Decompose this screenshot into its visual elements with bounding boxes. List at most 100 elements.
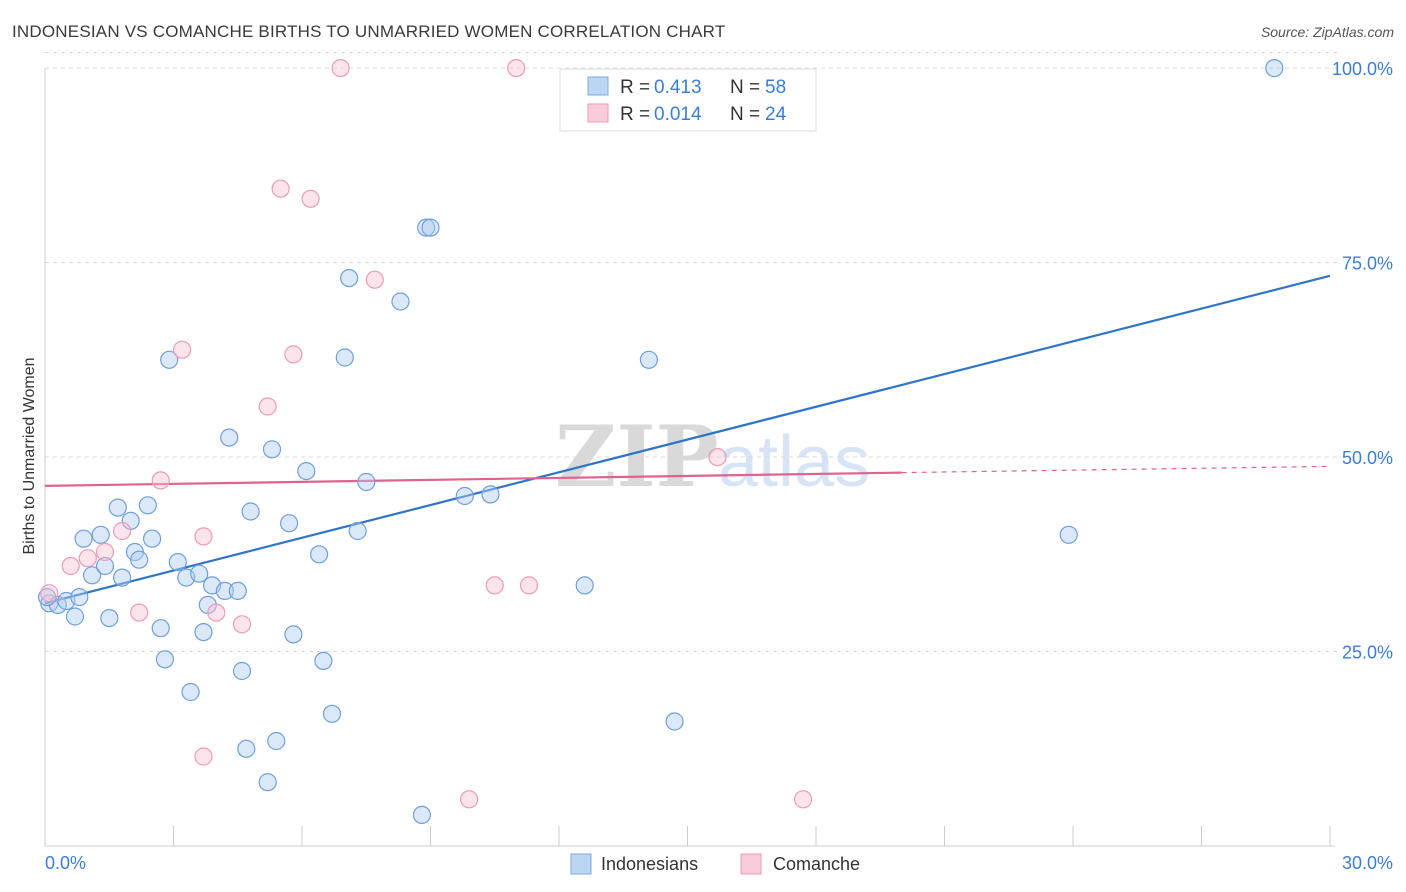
y-tick-label: 75.0% (1342, 254, 1393, 274)
point-indonesians (181, 682, 200, 702)
point-indonesians (108, 498, 127, 517)
legend-swatch-comanche (587, 103, 609, 123)
point-comanche (207, 603, 226, 622)
point-indonesians (481, 485, 500, 504)
point-comanche (301, 189, 320, 208)
point-indonesians (194, 622, 213, 642)
point-indonesians (421, 218, 440, 237)
point-indonesians (310, 545, 329, 564)
trend-line-comanche-extension (901, 465, 1331, 474)
point-indonesians (412, 805, 431, 825)
point-indonesians (190, 564, 209, 583)
chart-title: INDONESIAN VS COMANCHE BIRTHS TO UNMARRI… (12, 22, 726, 41)
point-indonesians (155, 650, 174, 669)
stats-legend: R = 0.413 N = 58 R = 0.014 N = 24 (559, 68, 817, 132)
point-indonesians (314, 651, 333, 671)
point-comanche (519, 576, 539, 595)
series-legend: Indonesians Comanche (570, 853, 860, 875)
bottom-legend-swatch-comanche (740, 853, 762, 875)
point-indonesians (91, 525, 110, 544)
bottom-legend-label-comanche: Comanche (773, 854, 860, 874)
point-indonesians (143, 529, 162, 548)
point-indonesians (357, 472, 376, 492)
legend-swatch-indonesians (587, 76, 609, 96)
point-indonesians (335, 348, 354, 367)
y-tick-label: 100.0% (1332, 59, 1393, 79)
point-indonesians (168, 552, 187, 572)
point-indonesians (1059, 525, 1078, 544)
axes (44, 68, 1335, 847)
point-indonesians (151, 619, 170, 638)
legend-n-label-2: N = (730, 104, 760, 125)
legend-r-label-1: R = (620, 77, 650, 98)
point-indonesians (280, 514, 299, 533)
bottom-legend-swatch-indonesians (570, 853, 592, 875)
point-indonesians (160, 350, 179, 369)
point-comanche (194, 527, 213, 546)
legend-r-value-1: 0.413 (654, 77, 702, 98)
point-indonesians (82, 566, 102, 585)
point-indonesians (284, 625, 303, 644)
source-credit: Source: ZipAtlas.com (1260, 24, 1394, 40)
point-comanche (271, 179, 290, 198)
bottom-legend-label-indonesians: Indonesians (601, 854, 698, 874)
watermark: ZIP atlas (555, 407, 870, 506)
point-comanche (284, 345, 303, 364)
point-comanche (708, 448, 727, 467)
x-tick-label: 0.0% (45, 853, 86, 873)
point-indonesians (1265, 58, 1284, 78)
legend-n-value-1: 58 (765, 77, 786, 98)
point-indonesians (215, 581, 234, 601)
point-indonesians (455, 486, 474, 506)
point-indonesians (237, 739, 256, 758)
point-indonesians (575, 576, 594, 595)
y-axis-label: Births to Unmarried Women (21, 357, 38, 554)
point-comanche (793, 790, 813, 809)
point-indonesians (297, 462, 316, 481)
point-indonesians (267, 731, 286, 751)
point-indonesians (232, 661, 252, 681)
point-indonesians (241, 502, 260, 521)
point-indonesians (665, 712, 684, 731)
tick-labels: 25.0% 50.0% 75.0% 100.0% 0.0% 30.0% (45, 59, 1393, 873)
point-indonesians (340, 269, 359, 288)
point-comanche (331, 58, 350, 78)
point-indonesians (65, 607, 85, 626)
point-indonesians (95, 556, 115, 576)
point-comanche (460, 790, 479, 809)
point-indonesians (262, 440, 282, 459)
point-comanche (95, 542, 115, 562)
point-comanche (40, 584, 59, 603)
trend-lines (44, 274, 1331, 605)
point-indonesians (70, 587, 89, 607)
point-comanche (112, 521, 132, 541)
legend-n-value-2: 24 (765, 104, 787, 125)
point-indonesians (639, 350, 659, 369)
trend-line-indonesians (44, 274, 1331, 605)
point-indonesians (138, 496, 157, 515)
point-comanche (130, 603, 149, 622)
point-comanche (194, 747, 213, 766)
point-indonesians (100, 608, 119, 628)
point-comanche (173, 340, 192, 359)
legend-r-value-2: 0.014 (654, 104, 702, 125)
point-indonesians (391, 292, 410, 311)
watermark-zip: ZIP (555, 407, 719, 506)
point-indonesians (74, 529, 93, 548)
point-indonesians (258, 773, 277, 792)
point-comanche (485, 576, 504, 595)
data-points (37, 58, 1284, 825)
point-comanche (61, 556, 80, 576)
trend-line-comanche (44, 471, 902, 487)
legend-r-label-2: R = (620, 104, 650, 125)
point-comanche (78, 549, 97, 568)
point-comanche (151, 471, 170, 490)
point-comanche (258, 397, 277, 416)
y-tick-label: 25.0% (1342, 643, 1393, 663)
x-tick-label: 30.0% (1342, 853, 1393, 873)
y-tick-label: 50.0% (1342, 448, 1393, 468)
watermark-atlas: atlas (718, 422, 870, 502)
point-comanche (507, 58, 526, 78)
point-indonesians (112, 568, 132, 587)
